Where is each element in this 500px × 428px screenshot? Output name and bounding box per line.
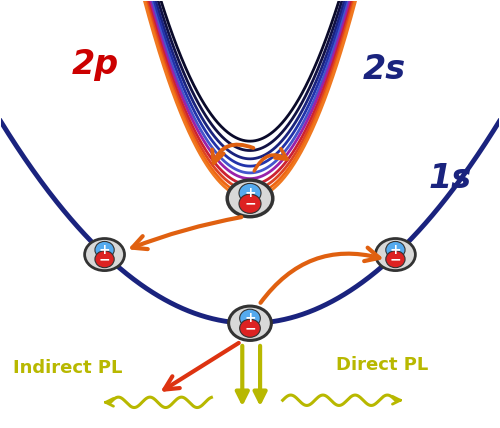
Text: −: − xyxy=(390,252,401,266)
Text: Indirect PL: Indirect PL xyxy=(12,359,122,377)
Circle shape xyxy=(239,184,261,203)
Text: +: + xyxy=(99,243,110,257)
Text: 2s: 2s xyxy=(363,53,406,86)
Ellipse shape xyxy=(376,238,416,270)
Circle shape xyxy=(95,241,114,259)
Circle shape xyxy=(239,194,261,214)
Text: −: − xyxy=(244,321,256,335)
Text: 1s: 1s xyxy=(428,162,471,195)
Text: −: − xyxy=(244,197,256,211)
Ellipse shape xyxy=(84,238,124,270)
Text: +: + xyxy=(390,243,401,257)
Circle shape xyxy=(95,251,114,268)
Ellipse shape xyxy=(227,180,273,217)
Text: +: + xyxy=(244,186,256,200)
Circle shape xyxy=(386,241,405,259)
Ellipse shape xyxy=(228,306,272,340)
Circle shape xyxy=(386,251,405,268)
Text: 2p: 2p xyxy=(72,48,119,80)
Text: +: + xyxy=(244,311,256,325)
Circle shape xyxy=(240,319,260,337)
Circle shape xyxy=(240,309,260,327)
Text: −: − xyxy=(99,252,110,266)
Text: Direct PL: Direct PL xyxy=(336,356,428,374)
